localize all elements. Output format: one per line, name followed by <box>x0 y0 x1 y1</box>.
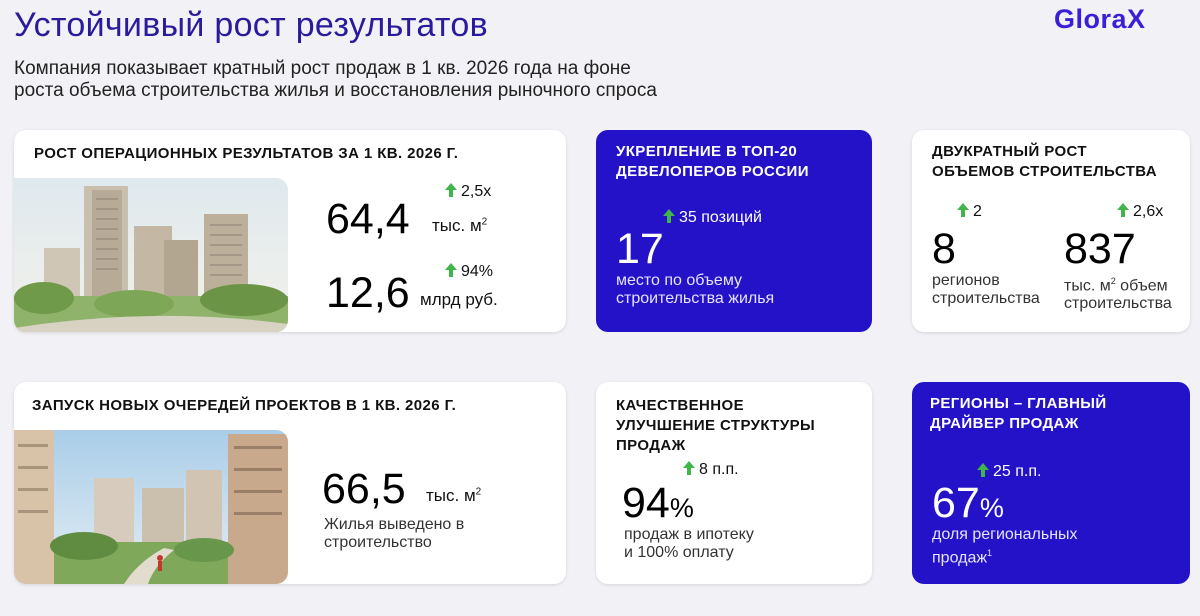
mortgage-share-value: 94% <box>622 479 694 527</box>
page-title: Устойчивый рост результатов <box>14 6 488 44</box>
card-title: КАЧЕСТВЕННОЕ УЛУЧШЕНИЕ СТРУКТУРЫ ПРОДАЖ <box>616 397 816 454</box>
regional-share-description: доля региональных продаж1 <box>932 526 1078 567</box>
ranking-delta: 35 позиций <box>662 208 762 227</box>
card-title: ДВУКРАТНЫЙ РОСТ ОБЪЕМОВ СТРОИТЕЛЬСТВА <box>932 143 1158 180</box>
construction-delta: 2,6х <box>1116 202 1163 221</box>
arrow-up-icon <box>683 461 695 475</box>
regional-share-value: 67% <box>932 479 1004 527</box>
construction-delta-value: 2,6х <box>1133 203 1164 220</box>
residential-courtyard-photo <box>14 430 288 584</box>
mortgage-share-delta: 8 п.п. <box>682 460 739 479</box>
construction-value: 837 <box>1064 225 1136 273</box>
sales-amount-delta: 94% <box>444 262 493 281</box>
ranking-delta-value: 35 позиций <box>679 209 762 226</box>
card-title: ЗАПУСК НОВЫХ ОЧЕРЕДЕЙ ПРОЕКТОВ В 1 КВ. 2… <box>32 397 457 414</box>
regions-delta: 2 <box>956 202 982 221</box>
top-developers-card: УКРЕПЛЕНИЕ В ТОП-20 ДЕВЕЛОПЕРОВ РОССИИ 3… <box>596 130 872 332</box>
card-title: РОСТ ОПЕРАЦИОННЫХ РЕЗУЛЬТАТОВ ЗА 1 КВ. 2… <box>34 145 459 162</box>
sales-volume-value: 64,4 <box>326 195 410 243</box>
regions-value: 8 <box>932 225 956 273</box>
new-phases-card: ЗАПУСК НОВЫХ ОЧЕРЕДЕЙ ПРОЕКТОВ В 1 КВ. 2… <box>14 382 566 584</box>
regions-delta-value: 2 <box>973 203 982 220</box>
construction-volume-card: ДВУКРАТНЫЙ РОСТ ОБЪЕМОВ СТРОИТЕЛЬСТВА 2 … <box>912 130 1190 332</box>
new-phases-description: Жилья выведено в строительство <box>324 516 465 551</box>
regions-description: регионов строительства <box>932 272 1040 307</box>
ranking-value: 17 <box>616 225 664 273</box>
regional-share-delta: 25 п.п. <box>976 462 1041 481</box>
card-title: РЕГИОНЫ – ГЛАВНЫЙ ДРАЙВЕР ПРОДАЖ <box>930 395 1107 432</box>
arrow-up-icon <box>1117 203 1129 217</box>
regional-sales-card: РЕГИОНЫ – ГЛАВНЫЙ ДРАЙВЕР ПРОДАЖ 25 п.п.… <box>912 382 1190 584</box>
card-title: УКРЕПЛЕНИЕ В ТОП-20 ДЕВЕЛОПЕРОВ РОССИИ <box>616 143 809 180</box>
residential-complex-photo <box>14 178 288 332</box>
arrow-up-icon <box>445 183 457 197</box>
construction-description: тыс. м2 объем строительства <box>1064 276 1172 313</box>
arrow-up-icon <box>977 463 989 477</box>
regional-share-delta-value: 25 п.п. <box>993 463 1042 480</box>
sales-volume-delta-value: 2,5х <box>461 183 492 200</box>
sales-amount-unit: млрд руб. <box>420 290 498 309</box>
subtitle-line-2: роста объема строительства жилья и восст… <box>14 80 657 101</box>
new-phases-unit: тыс. м2 <box>426 486 482 505</box>
page-subtitle: Компания показывает кратный рост продаж … <box>14 58 794 102</box>
sales-amount-delta-value: 94% <box>461 263 494 280</box>
subtitle-line-1: Компания показывает кратный рост продаж … <box>14 58 631 79</box>
sales-volume-unit: тыс. м2 <box>432 216 488 235</box>
mortgage-share-description: продаж в ипотеку и 100% оплату <box>624 526 754 561</box>
arrow-up-icon <box>445 263 457 277</box>
ranking-description: место по объему строительства жилья <box>616 272 775 307</box>
sales-structure-card: КАЧЕСТВЕННОЕ УЛУЧШЕНИЕ СТРУКТУРЫ ПРОДАЖ … <box>596 382 872 584</box>
operational-results-card: РОСТ ОПЕРАЦИОННЫХ РЕЗУЛЬТАТОВ ЗА 1 КВ. 2… <box>14 130 566 332</box>
sales-volume-delta: 2,5х <box>444 182 491 201</box>
sales-amount-value: 12,6 <box>326 269 410 317</box>
mortgage-share-delta-value: 8 п.п. <box>699 461 739 478</box>
glorax-logo: GloraX <box>1054 4 1146 34</box>
arrow-up-icon <box>957 203 969 217</box>
arrow-up-icon <box>663 209 675 223</box>
new-phases-value: 66,5 <box>322 465 406 513</box>
